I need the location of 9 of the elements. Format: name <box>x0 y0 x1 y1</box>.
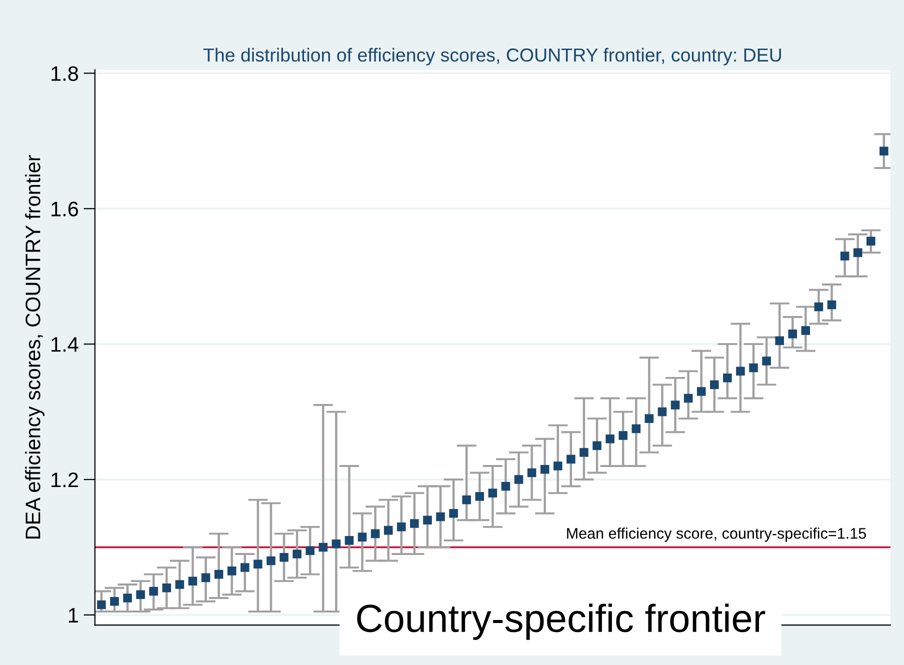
y-tick-label: 1.6 <box>52 202 78 216</box>
y-tick-label: 1.8 <box>52 66 78 81</box>
annotation: Country-specific frontier <box>357 604 766 640</box>
y-axis-title: DEA efficiency scores, COUNTRY frontier <box>25 155 44 539</box>
annotation: Mean efficiency score, country-specific=1.15 <box>567 528 866 542</box>
y-tick-label: 1.4 <box>52 337 78 352</box>
chart-title: The distribution of efficiency scores, COUNTRY frontier, country: DEU <box>203 48 781 66</box>
y-tick-label: 1 <box>68 608 78 622</box>
y-tick-label: 1.2 <box>52 472 78 488</box>
